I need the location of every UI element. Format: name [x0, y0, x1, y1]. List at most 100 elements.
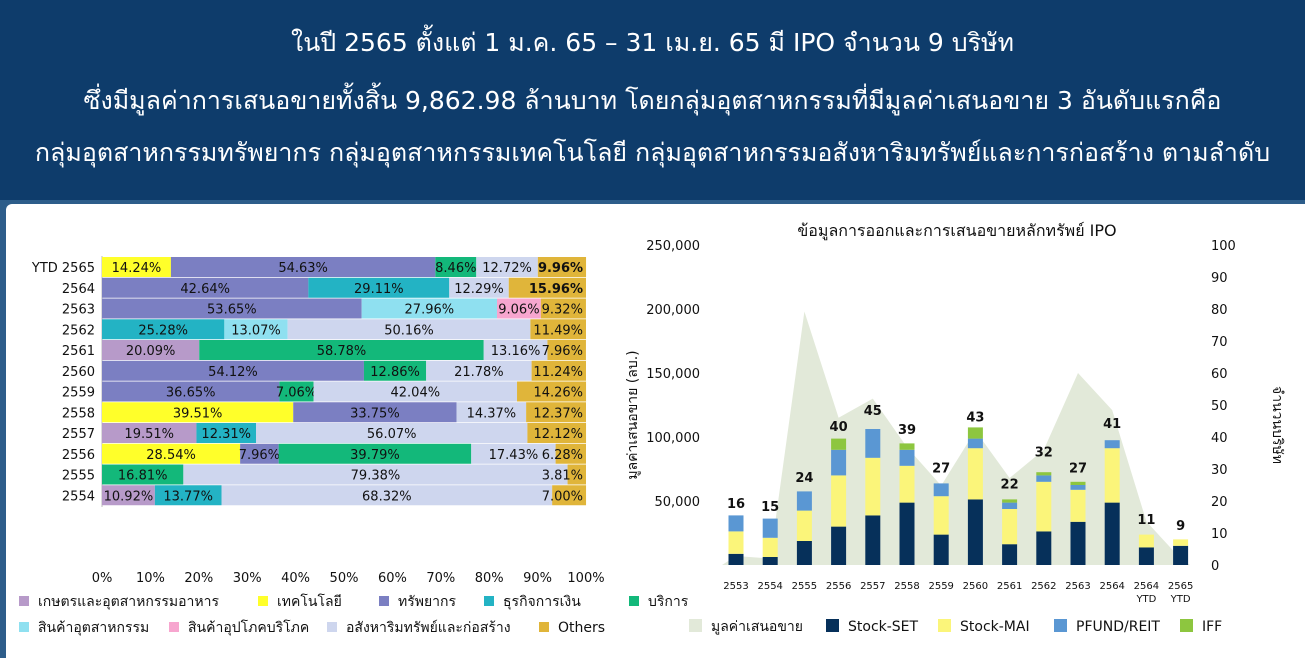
ipo-left-axis-label: มูลค่าเสนอขาย (ลบ.)	[625, 350, 641, 479]
industry-row-label: 2555	[62, 469, 95, 484]
ipo-legend-swatch	[938, 619, 951, 632]
industry-bar-segment	[426, 360, 532, 381]
ipo-legend-label: Stock-MAI	[960, 619, 1030, 635]
industry-data-label: 58.78%	[317, 344, 367, 359]
ipo-left-tick: 100,000	[646, 431, 700, 446]
industry-data-label: 7.96%	[239, 448, 280, 463]
industry-data-label: 33.75%	[350, 406, 400, 421]
industry-row-label: 2557	[62, 427, 95, 442]
industry-data-label: 54.63%	[278, 261, 328, 276]
ipo-count-label: 39	[898, 423, 916, 438]
ipo-bar-segment	[933, 496, 949, 535]
industry-bar-segment	[449, 277, 509, 298]
industry-bar-segment	[308, 277, 450, 298]
industry-row-label: 2559	[62, 386, 95, 401]
industry-legend-label: ทรัพยากร	[398, 594, 457, 610]
ipo-right-tick: 40	[1211, 431, 1228, 446]
ipo-bar-segment	[728, 553, 744, 565]
industry-data-label: 21.78%	[454, 365, 504, 380]
ipo-right-tick: 80	[1211, 303, 1228, 318]
industry-legend-swatch	[169, 622, 179, 632]
industry-bar-segment	[102, 402, 294, 423]
ipo-bar-segment	[762, 557, 778, 565]
ipo-value-area	[722, 311, 1190, 565]
industry-row-label: 2556	[62, 448, 95, 463]
industry-bar-segment	[221, 485, 553, 506]
ipo-bar-segment	[899, 502, 915, 565]
industry-x-tick: 10%	[136, 571, 165, 586]
ipo-bar-segment	[899, 465, 915, 503]
ipo-legend-swatch	[826, 619, 839, 632]
industry-data-label: 16.81%	[118, 469, 168, 484]
ipo-bar-segment	[1104, 448, 1120, 503]
industry-data-label: 42.04%	[391, 386, 441, 401]
industry-data-label: 14.26%	[533, 386, 583, 401]
industry-data-label: 12.37%	[533, 406, 583, 421]
ipo-right-tick: 100	[1211, 239, 1236, 254]
industry-bar-segment	[361, 298, 497, 319]
industry-bar-segment	[102, 381, 280, 402]
industry-x-tick: 50%	[330, 571, 359, 586]
ipo-right-tick: 20	[1211, 495, 1228, 510]
industry-data-label: 20.09%	[126, 344, 176, 359]
industry-data-label: 79.38%	[351, 469, 401, 484]
industry-row-label: YTD 2565	[31, 261, 95, 276]
ipo-bar-segment	[967, 438, 983, 449]
industry-data-label: 25.28%	[138, 323, 188, 338]
industry-data-label: 17.43%	[489, 448, 539, 463]
ipo-bar-segment	[1173, 545, 1189, 565]
industry-x-tick: 100%	[567, 571, 604, 586]
industry-data-label: 54.12%	[208, 365, 258, 380]
industry-legend-label: ธุรกิจการเงิน	[503, 594, 581, 610]
industry-data-label: 68.32%	[362, 489, 412, 504]
ipo-x-tick: 2554	[757, 581, 782, 592]
ipo-x-tick: 2560	[963, 581, 988, 592]
industry-data-label: 3.81%	[542, 469, 583, 484]
ipo-bar-segment	[1070, 485, 1086, 490]
industry-bar-segment	[154, 485, 222, 506]
industry-data-label: 14.37%	[467, 406, 517, 421]
industry-x-tick: 30%	[233, 571, 262, 586]
ipo-bar-segment	[1070, 521, 1086, 565]
industry-bar-segment	[530, 319, 586, 340]
industry-bar-segment	[102, 340, 200, 360]
ipo-bar-segment	[762, 518, 778, 538]
header-line-2: ซึ่งมีมูลค่าการเสนอขายทั้งสิ้น 9,862.98 …	[83, 86, 1222, 115]
ipo-bar-segment	[1002, 499, 1018, 503]
industry-data-label: 8.46%	[435, 261, 476, 276]
industry-data-label: 12.31%	[201, 427, 251, 442]
ipo-right-tick: 60	[1211, 367, 1228, 382]
ipo-count-label: 22	[1001, 478, 1019, 493]
ipo-bar-segment	[1104, 440, 1120, 449]
industry-bar-segment	[483, 340, 548, 360]
industry-bar-segment	[102, 257, 171, 277]
industry-data-label: 14.24%	[112, 261, 162, 276]
industry-data-label: 7.96%	[542, 344, 583, 359]
ipo-count-label: 41	[1103, 417, 1121, 432]
ipo-bar-segment	[1036, 475, 1052, 482]
industry-data-label: 12.12%	[533, 427, 583, 442]
industry-bar-segment	[508, 277, 586, 298]
ipo-right-tick: 0	[1211, 559, 1219, 574]
ipo-x-tick: 2555	[792, 581, 817, 592]
ipo-bar-segment	[831, 475, 847, 527]
ipo-bar-segment	[728, 515, 744, 532]
industry-bar-segment	[540, 298, 586, 319]
industry-bar-segment	[531, 360, 586, 381]
industry-data-label: 12.72%	[482, 261, 532, 276]
ipo-bar-segment	[1036, 481, 1052, 532]
ipo-x-tick: 2556	[826, 581, 851, 592]
ipo-bar-segment	[762, 537, 778, 557]
industry-legend-label: อสังหาริมทรัพย์และก่อสร้าง	[346, 619, 511, 636]
ipo-legend-label: IFF	[1202, 619, 1222, 635]
industry-bar-segment	[456, 402, 527, 423]
industry-legend-swatch	[19, 596, 29, 606]
industry-data-label: 42.64%	[180, 282, 230, 297]
ipo-bar-segment	[933, 534, 949, 565]
industry-row-label: 2554	[62, 489, 95, 504]
ipo-x-tick: 2553	[723, 581, 748, 592]
ipo-bar-segment	[1036, 531, 1052, 565]
industry-data-label: 11.24%	[533, 365, 583, 380]
industry-bar-segment	[170, 257, 436, 277]
ipo-count-label: 32	[1035, 446, 1053, 461]
